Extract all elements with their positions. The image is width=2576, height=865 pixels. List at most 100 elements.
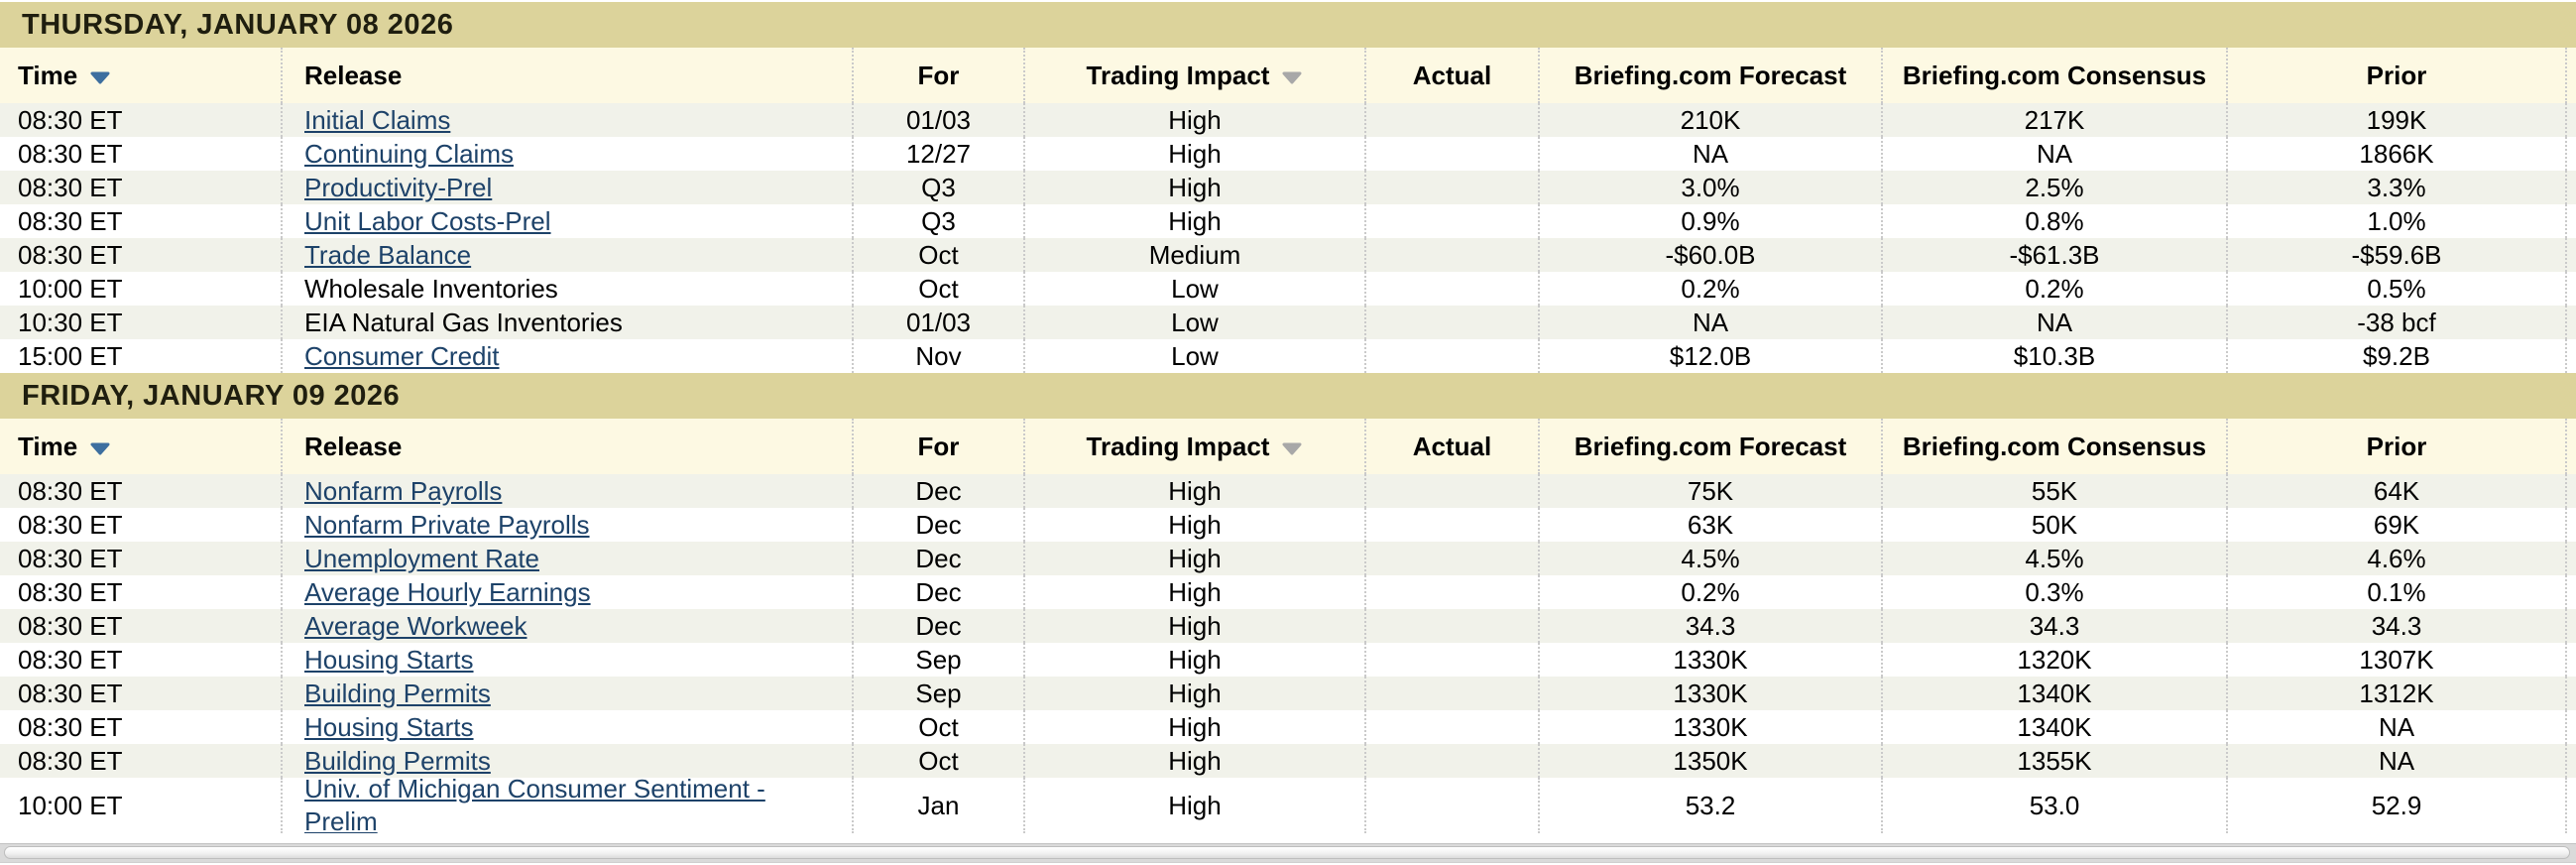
release-link[interactable]: Nonfarm Payrolls (304, 475, 503, 506)
for-value: Q3 (921, 205, 956, 236)
prior-value: 4.6% (2367, 543, 2426, 573)
prior-cell: 4.6% (2226, 542, 2565, 575)
for-value: Oct (918, 239, 959, 270)
consensus-value: $10.3B (2013, 340, 2096, 371)
release-link[interactable]: Initial Claims (304, 104, 451, 135)
column-header-actual: Actual (1364, 48, 1538, 103)
column-header-label: Time (18, 431, 78, 461)
consensus-cell: 1355K (1881, 744, 2226, 778)
forecast-cell: 75K (1538, 474, 1881, 508)
prior-cell: 34.3 (2226, 609, 2565, 643)
consensus-value: NA (2036, 307, 2073, 337)
column-header-label: Release (304, 60, 403, 90)
time-cell: 10:00 ET (0, 778, 281, 833)
filler-cell (2565, 542, 2576, 575)
actual-cell (1364, 778, 1538, 833)
filler-cell (2565, 306, 2576, 339)
actual-cell (1364, 339, 1538, 373)
column-header-time[interactable]: Time (0, 48, 281, 103)
release-link[interactable]: Nonfarm Private Payrolls (304, 509, 590, 540)
consensus-cell: 1340K (1881, 710, 2226, 744)
time-cell: 08:30 ET (0, 542, 281, 575)
column-header-prior: Prior (2226, 419, 2565, 474)
scrollbar-thumb[interactable] (4, 846, 2570, 859)
table-row: 08:30 ET Unemployment Rate Dec High 4.5% 4.5%… (0, 542, 2576, 575)
release-link[interactable]: Housing Starts (304, 711, 474, 742)
time-cell: 08:30 ET (0, 744, 281, 778)
prior-value: NA (2378, 711, 2415, 742)
filler-cell (2565, 238, 2576, 272)
table-row: 08:30 ET Nonfarm Private Payrolls Dec High 6… (0, 508, 2576, 542)
consensus-cell: 4.5% (1881, 542, 2226, 575)
impact-cell: High (1023, 609, 1364, 643)
table-row: 08:30 ET Average Workweek Dec High 34.3 34.3 3… (0, 609, 2576, 643)
consensus-value: NA (2036, 138, 2073, 169)
impact-cell: High (1023, 778, 1364, 833)
release-link[interactable]: Housing Starts (304, 644, 474, 675)
for-value: Dec (915, 475, 962, 506)
day-section: FRIDAY, JANUARY 09 2026 Time Release For Tra… (0, 373, 2576, 833)
forecast-cell: 0.2% (1538, 575, 1881, 609)
release-cell: Productivity-Prel (281, 171, 852, 204)
for-value: Jan (917, 790, 960, 820)
release-cell: Average Workweek (281, 609, 852, 643)
column-header-label: Trading Impact (1086, 60, 1270, 90)
time-cell: 08:30 ET (0, 204, 281, 238)
release-link[interactable]: Continuing Claims (304, 138, 514, 169)
consensus-value: 217K (2024, 104, 2085, 135)
time-cell: 08:30 ET (0, 609, 281, 643)
column-header-impact[interactable]: Trading Impact (1023, 419, 1364, 474)
filler-cell (2565, 171, 2576, 204)
table-row: 08:30 ET Continuing Claims 12/27 High NA NA 18… (0, 137, 2576, 171)
release-link[interactable]: Average Workweek (304, 610, 527, 641)
time-cell: 08:30 ET (0, 171, 281, 204)
prior-cell: 1.0% (2226, 204, 2565, 238)
release-link[interactable]: Building Permits (304, 745, 491, 776)
prior-value: 1312K (2359, 678, 2434, 708)
column-header-for: For (852, 419, 1023, 474)
impact-value: High (1168, 475, 1222, 506)
filler-cell (2565, 137, 2576, 171)
prior-cell: 1866K (2226, 137, 2565, 171)
column-header-time[interactable]: Time (0, 419, 281, 474)
consensus-cell: NA (1881, 306, 2226, 339)
release-link[interactable]: Unemployment Rate (304, 543, 539, 573)
release-link[interactable]: Average Hourly Earnings (304, 576, 591, 607)
actual-cell (1364, 542, 1538, 575)
column-header-for: For (852, 48, 1023, 103)
consensus-cell: 55K (1881, 474, 2226, 508)
actual-cell (1364, 744, 1538, 778)
impact-cell: High (1023, 137, 1364, 171)
column-header-label: Actual (1412, 431, 1492, 461)
release-link[interactable]: Unit Labor Costs-Prel (304, 205, 551, 236)
prior-value: 1307K (2359, 644, 2434, 675)
release-link[interactable]: Univ. of Michigan Consumer Sentiment - P… (304, 778, 765, 833)
filler-cell (2565, 339, 2576, 373)
prior-cell: 0.5% (2226, 272, 2565, 306)
consensus-cell: 34.3 (1881, 609, 2226, 643)
release-link[interactable]: Consumer Credit (304, 340, 500, 371)
for-value: Oct (918, 711, 959, 742)
prior-value: 52.9 (2371, 790, 2422, 820)
column-header-actual: Actual (1364, 419, 1538, 474)
column-header-label: Briefing.com Consensus (1902, 60, 2207, 90)
economic-calendar: THURSDAY, JANUARY 08 2026 Time Release For T… (0, 2, 2576, 833)
horizontal-scrollbar[interactable] (0, 843, 2576, 863)
time-cell: 08:30 ET (0, 643, 281, 677)
column-header-label: Trading Impact (1086, 431, 1270, 461)
filler-cell (2565, 778, 2576, 833)
release-cell: Initial Claims (281, 103, 852, 137)
impact-value: High (1168, 138, 1222, 169)
prior-cell: 3.3% (2226, 171, 2565, 204)
time-value: 08:30 ET (18, 644, 123, 675)
prior-cell: -38 bcf (2226, 306, 2565, 339)
release-link[interactable]: Productivity-Prel (304, 172, 493, 202)
actual-cell (1364, 677, 1538, 710)
release-link[interactable]: Trade Balance (304, 239, 472, 270)
release-link[interactable]: Building Permits (304, 678, 491, 708)
time-value: 08:30 ET (18, 104, 123, 135)
impact-value: High (1168, 644, 1222, 675)
table-row: 15:00 ET Consumer Credit Nov Low $12.0B $10.3… (0, 339, 2576, 373)
actual-cell (1364, 137, 1538, 171)
column-header-impact[interactable]: Trading Impact (1023, 48, 1364, 103)
